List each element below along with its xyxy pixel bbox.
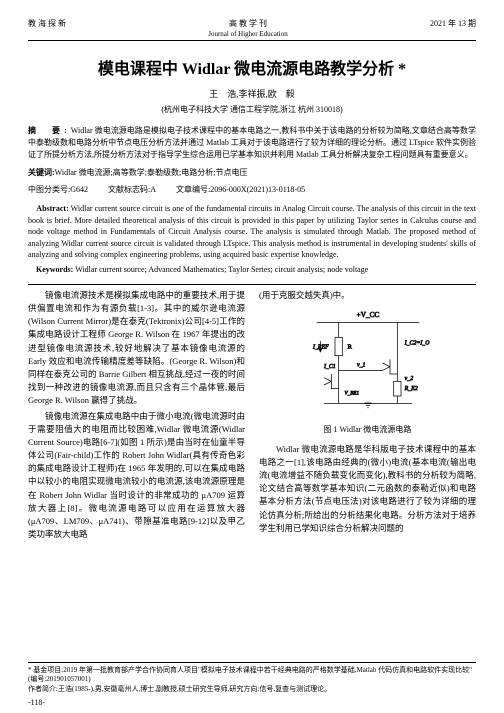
abstract-en: Abstract: Widlar current source circuit … [28,203,476,261]
re2-label: R_E2 [403,386,417,392]
header-right: 2021 年 13 期 [430,18,476,38]
keywords-en: Keywords: Widlar current source; Advance… [28,265,476,274]
body-para: (用于克服交越失真)中。 [259,289,476,302]
right-column: (用于克服交越失真)中。 +V_CC R I_REF I_C1 v_1 [259,289,476,543]
header-center: 高 教 学 刊 Journal of Higher Education [66,18,430,38]
ic1-label: I_C1 [323,364,336,370]
ic2-label: I_C2=I_O [403,341,430,347]
circuit-diagram-svg: +V_CC R I_REF I_C1 v_1 I_C2=I_O v_2 [293,308,443,418]
body-columns: 镜像电流源技术是模拟集成电路中的重要技术,用于提供偏置电流和作为有源负载[1-3… [28,289,476,543]
v2-label: v_2 [404,376,413,382]
abstract-cn: 摘 要:Widlar 微电流源电路是模拟电子技术课程中的基本电路之一,教科书中关… [28,125,476,161]
doc-code: 文献标志码:A [108,184,156,195]
classification-row: 中图分类号:G642 文献标志码:A 文章编号:2096-000X(2021)1… [28,184,476,195]
class-num: 中图分类号:G642 [28,184,88,195]
article-num: 文章编号:2096-000X(2021)13-0118-05 [176,184,305,195]
body-para: 镜像电流源在集成电路中由于微小电流(微电流源时由于需要阻值大的电阻而比较困难,W… [28,410,245,542]
journal-header: 教 海 探 新 高 教 学 刊 Journal of Higher Educat… [28,18,476,41]
keywords-en-label: Keywords: [36,265,73,274]
abstract-cn-label: 摘 要: [28,126,71,135]
figure-caption: 图 1 Widlar 微电流源电路 [259,424,476,436]
journal-name-cn: 高 教 学 刊 [229,19,267,28]
vcc-label: +V_CC [356,310,379,319]
footnote-line: 作者简介:王浩(1985-),男,安徽亳州人,博士,副教授,硕士研究生导师,研究… [28,685,476,695]
abstract-cn-text: Widlar 微电流源电路是模拟电子技术课程中的基本电路之一,教科书中关于该电路… [28,126,476,159]
authors: 王 浩,李祥振,欧 毅 [28,87,476,100]
keywords-cn-text: Widlar 微电流源;高等数学;泰勒级数;电路分析;节点电压 [55,168,248,177]
divider [28,284,476,285]
abstract-en-label: Abstract: [36,204,68,213]
keywords-en-text: Widlar current source; Advanced Mathemat… [75,265,368,274]
page-number: -118- [28,698,45,707]
footnote-line: * 基金项目:2019 年第一批教育部产学合作协同育人项目"模拟电子技术课程中若… [28,666,476,686]
left-column: 镜像电流源技术是模拟集成电路中的重要技术,用于提供偏置电流和作为有源负载[1-3… [28,289,245,543]
footnote: * 基金项目:2019 年第一批教育部产学合作协同育人项目"模拟电子技术课程中若… [28,662,476,695]
abstract-en-text: Widlar current source circuit is one of … [28,204,476,259]
r-label: R [347,343,352,350]
body-para: Widlar 微电流源电路是华科版电子技术课程中的基本电路之一[1],该电路由经… [259,443,476,535]
v1-label: v_1 [357,363,366,369]
keywords-cn-label: 关键词: [28,168,55,177]
keywords-cn: 关键词:Widlar 微电流源;高等数学;泰勒级数;电路分析;节点电压 [28,167,476,178]
affiliation: (杭州电子科技大学 通信工程学院,浙江 杭州 310018) [28,104,476,115]
body-para: 镜像电流源技术是模拟集成电路中的重要技术,用于提供偏置电流和作为有源负载[1-3… [28,289,245,408]
journal-name-en: Journal of Higher Education [208,30,288,38]
vbe1-label: V_BE1 [344,391,359,397]
paper-title: 模电课程中 Widlar 微电流源电路教学分析 * [28,55,476,79]
circuit-figure: +V_CC R I_REF I_C1 v_1 I_C2=I_O v_2 [259,308,476,437]
header-left: 教 海 探 新 [28,18,66,38]
